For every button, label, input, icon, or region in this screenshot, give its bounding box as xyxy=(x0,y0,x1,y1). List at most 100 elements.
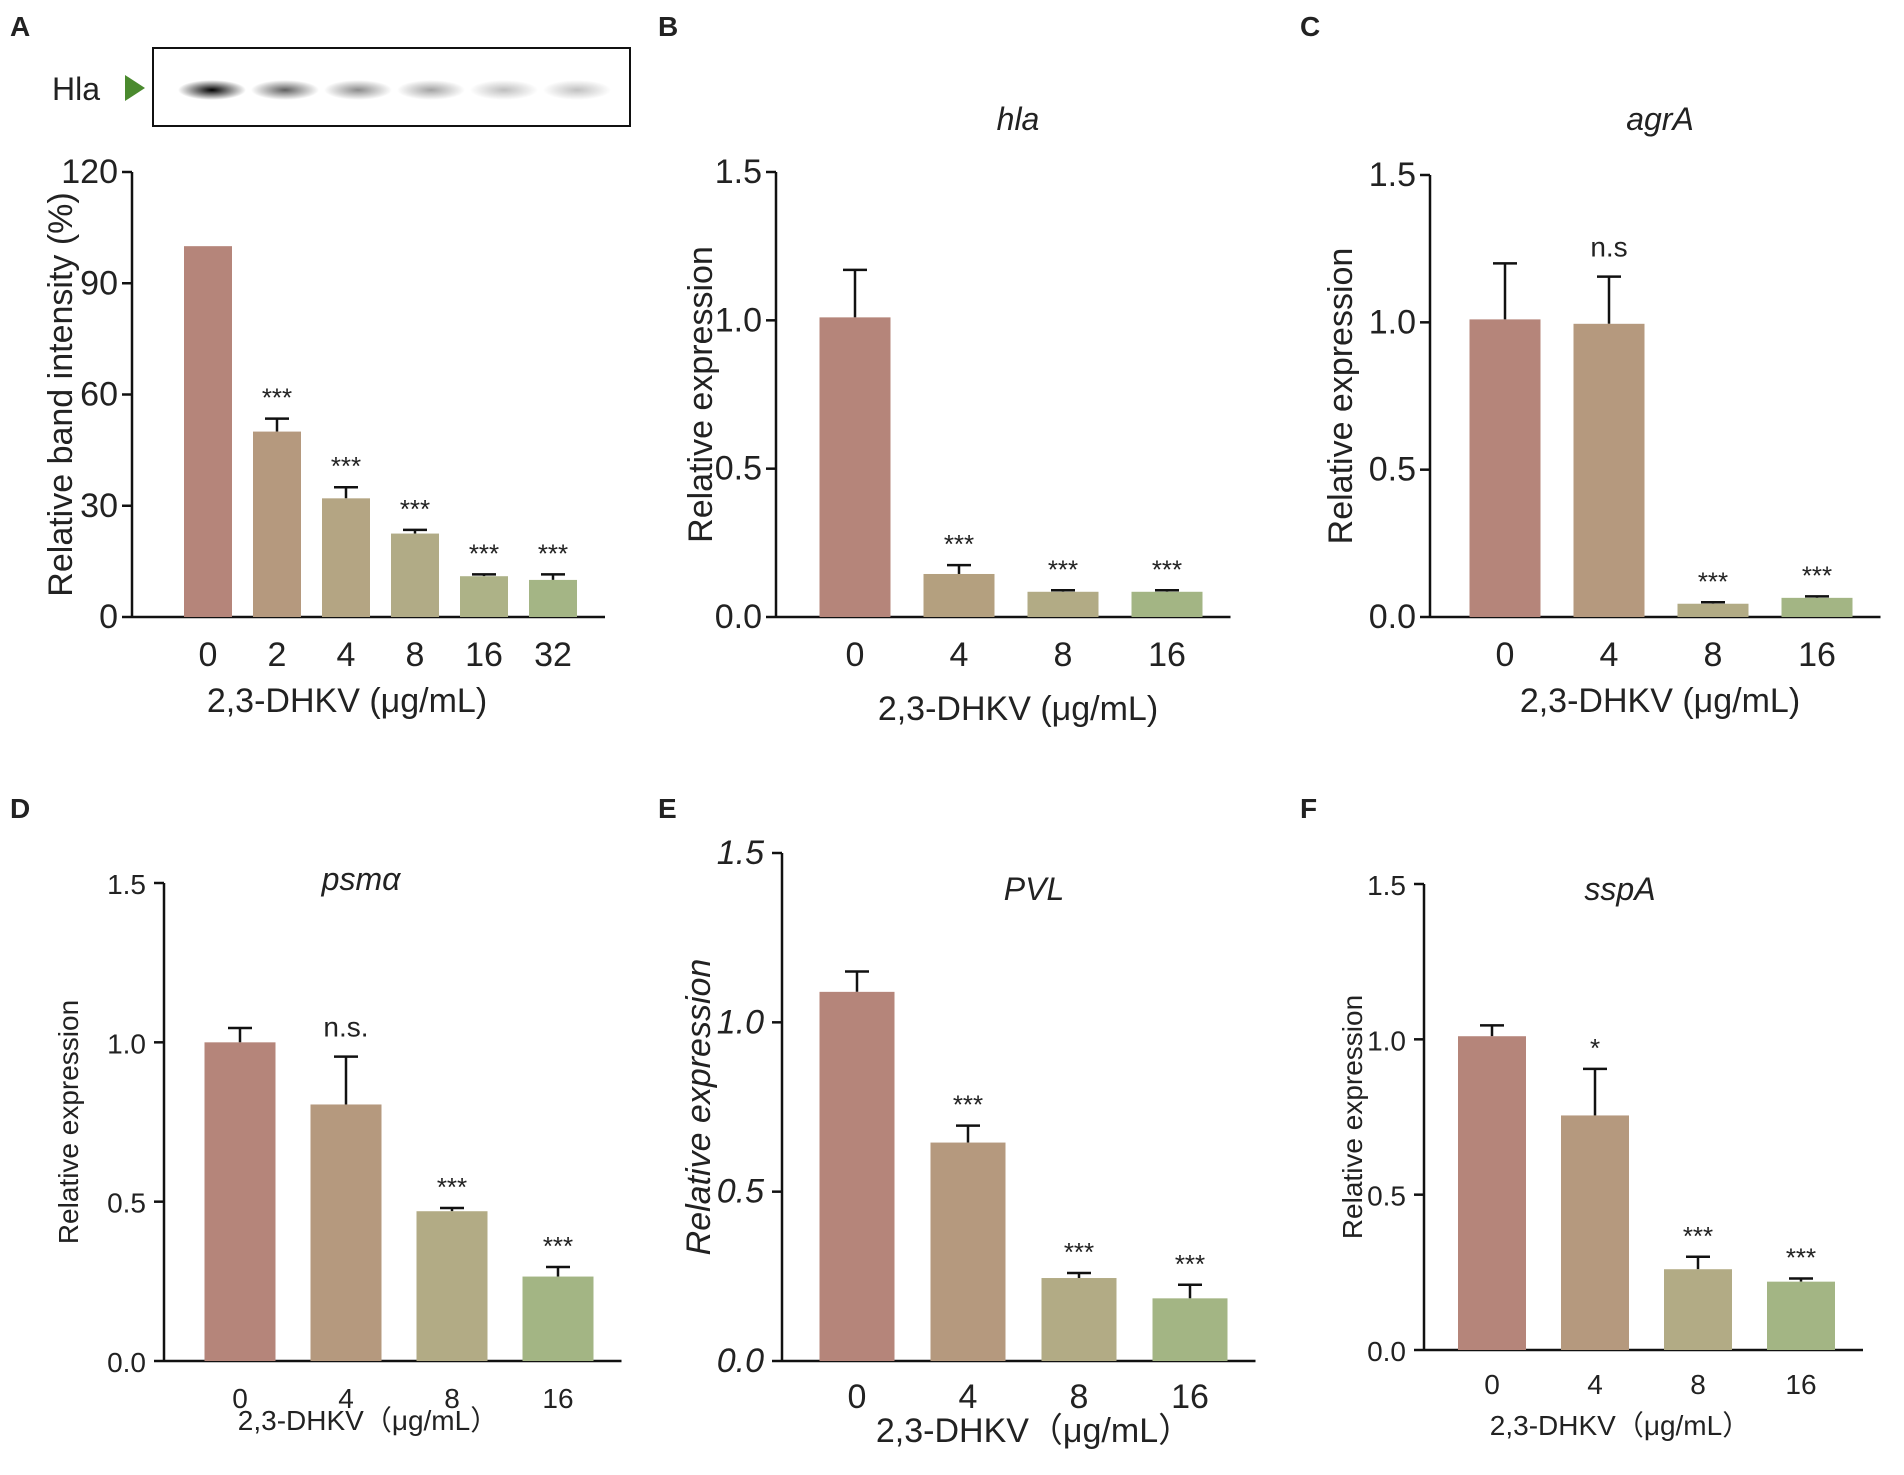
chart-title: PVL xyxy=(1004,871,1064,907)
y-tick-label: 0 xyxy=(99,598,118,636)
y-tick-label: 30 xyxy=(80,487,118,525)
significance-label: *** xyxy=(469,538,499,568)
chart-panel-b: B 0.0 0.5 1.0 1.5 0 4 *** 8 *** 16 *** hla 2,3-DHKV (… xyxy=(658,11,1231,728)
chart-title: psmα xyxy=(321,861,401,897)
x-tick-label: 16 xyxy=(1785,1369,1816,1400)
x-tick-label: 0 xyxy=(1496,636,1515,674)
x-tick-label: 4 xyxy=(1600,636,1619,674)
bar xyxy=(204,1042,276,1361)
y-tick-label: 90 xyxy=(80,264,118,302)
x-tick-label: 4 xyxy=(959,1378,978,1416)
x-tick-label: 8 xyxy=(1704,636,1723,674)
bar xyxy=(460,576,508,617)
x-tick-label: 8 xyxy=(444,1383,460,1414)
y-tick-label: 120 xyxy=(61,153,118,191)
x-tick-label: 16 xyxy=(465,636,503,674)
bar xyxy=(253,431,301,617)
x-tick-label: 0 xyxy=(199,636,218,674)
bar xyxy=(1573,323,1645,617)
y-tick-label: 60 xyxy=(80,376,118,414)
y-tick-label: 1.5 xyxy=(1369,156,1416,194)
y-axis-label: Relative expression xyxy=(1322,248,1360,545)
panel-letter: E xyxy=(658,793,677,824)
bar xyxy=(1131,591,1203,617)
significance-label: *** xyxy=(1786,1243,1816,1273)
blot-band xyxy=(470,80,538,100)
x-tick-label: 4 xyxy=(950,636,969,674)
y-tick-label: 1.0 xyxy=(1367,1025,1406,1056)
bar xyxy=(1767,1281,1835,1350)
panel-letter: F xyxy=(1300,793,1317,824)
x-axis-label: 2,3-DHKV (μg/mL) xyxy=(1520,682,1800,720)
chart-panel-e: E 0.0 0.5 1.0 1.5 0 4 *** 8 *** 16 *** PVL 2,3-DHKV（μ… xyxy=(658,793,1256,1450)
y-tick-label: 0.0 xyxy=(107,1347,146,1378)
blot-arrow-icon xyxy=(125,75,145,101)
western-blot: Hla xyxy=(52,47,631,127)
bar xyxy=(522,1276,594,1361)
blot-band xyxy=(324,80,392,100)
y-tick-label: 1.0 xyxy=(1369,303,1416,341)
significance-label: * xyxy=(1590,1033,1600,1063)
x-tick-label: 16 xyxy=(542,1383,573,1414)
bar xyxy=(1041,1278,1117,1361)
significance-label: *** xyxy=(1175,1249,1205,1279)
blot-band xyxy=(397,80,465,100)
y-tick-label: 0.5 xyxy=(107,1188,146,1219)
bar xyxy=(1152,1298,1228,1361)
y-tick-label: 1.5 xyxy=(715,153,762,191)
significance-label: *** xyxy=(331,451,361,481)
chart-title: sspA xyxy=(1584,871,1655,907)
bar xyxy=(391,533,439,617)
chart-panel-f: F 0.0 0.5 1.0 1.5 0 4 * 8 *** 16 *** sspA 2,3-DHKV（μg… xyxy=(1300,793,1863,1441)
significance-label: *** xyxy=(953,1090,983,1120)
x-tick-label: 8 xyxy=(1690,1369,1706,1400)
significance-label: *** xyxy=(1048,554,1078,584)
x-axis-label: 2,3-DHKV (μg/mL) xyxy=(878,690,1158,728)
significance-label: *** xyxy=(1152,554,1182,584)
blot-band xyxy=(543,80,611,100)
significance-label: *** xyxy=(944,529,974,559)
significance-label: *** xyxy=(1802,560,1832,590)
significance-label: *** xyxy=(1698,566,1728,596)
y-tick-label: 1.5 xyxy=(717,834,764,872)
y-tick-label: 1.5 xyxy=(1367,870,1406,901)
x-tick-label: 16 xyxy=(1171,1378,1209,1416)
chart-title: agrA xyxy=(1626,101,1694,137)
bar xyxy=(1781,597,1853,617)
x-tick-label: 8 xyxy=(1070,1378,1089,1416)
x-tick-label: 4 xyxy=(338,1383,354,1414)
panel-letter: C xyxy=(1300,11,1320,42)
significance-label: *** xyxy=(1064,1237,1094,1267)
significance-label: *** xyxy=(538,538,568,568)
significance-label: n.s. xyxy=(323,1012,368,1043)
x-axis-label: 2,3-DHKV（μg/mL） xyxy=(1490,1410,1750,1441)
panel-letter: A xyxy=(10,11,30,42)
y-axis-label: Relative expression xyxy=(1337,995,1368,1239)
significance-label: *** xyxy=(543,1231,573,1261)
significance-label: *** xyxy=(262,383,292,413)
y-tick-label: 1.0 xyxy=(107,1028,146,1059)
x-tick-label: 16 xyxy=(1798,636,1836,674)
x-axis-label: 2,3-DHKV（μg/mL） xyxy=(238,1405,498,1436)
x-tick-label: 4 xyxy=(1587,1369,1603,1400)
bar xyxy=(322,498,370,617)
bar xyxy=(184,246,232,617)
x-axis-label: 2,3-DHKV (μg/mL) xyxy=(207,682,487,720)
y-tick-label: 1.0 xyxy=(715,301,762,339)
y-axis-label: Relative expression xyxy=(53,1000,84,1244)
significance-label: *** xyxy=(400,494,430,524)
panel-letter: D xyxy=(10,793,30,824)
x-tick-label: 0 xyxy=(848,1378,867,1416)
x-tick-label: 0 xyxy=(232,1383,248,1414)
bar xyxy=(819,991,895,1361)
significance-label: n.s xyxy=(1590,232,1627,263)
y-axis-label: Relative band intensity (%) xyxy=(42,192,80,596)
y-tick-label: 0.5 xyxy=(715,450,762,488)
chart-panel-a: A 0 30 60 90 120 0 2 *** 4 *** 8 *** 16 *** 32 *** 2,3-DH… xyxy=(10,11,605,720)
y-axis-label: Relative expression xyxy=(680,959,718,1256)
bar xyxy=(1027,591,1099,617)
x-tick-label: 4 xyxy=(337,636,356,674)
x-tick-label: 0 xyxy=(1484,1369,1500,1400)
bar xyxy=(310,1104,382,1361)
